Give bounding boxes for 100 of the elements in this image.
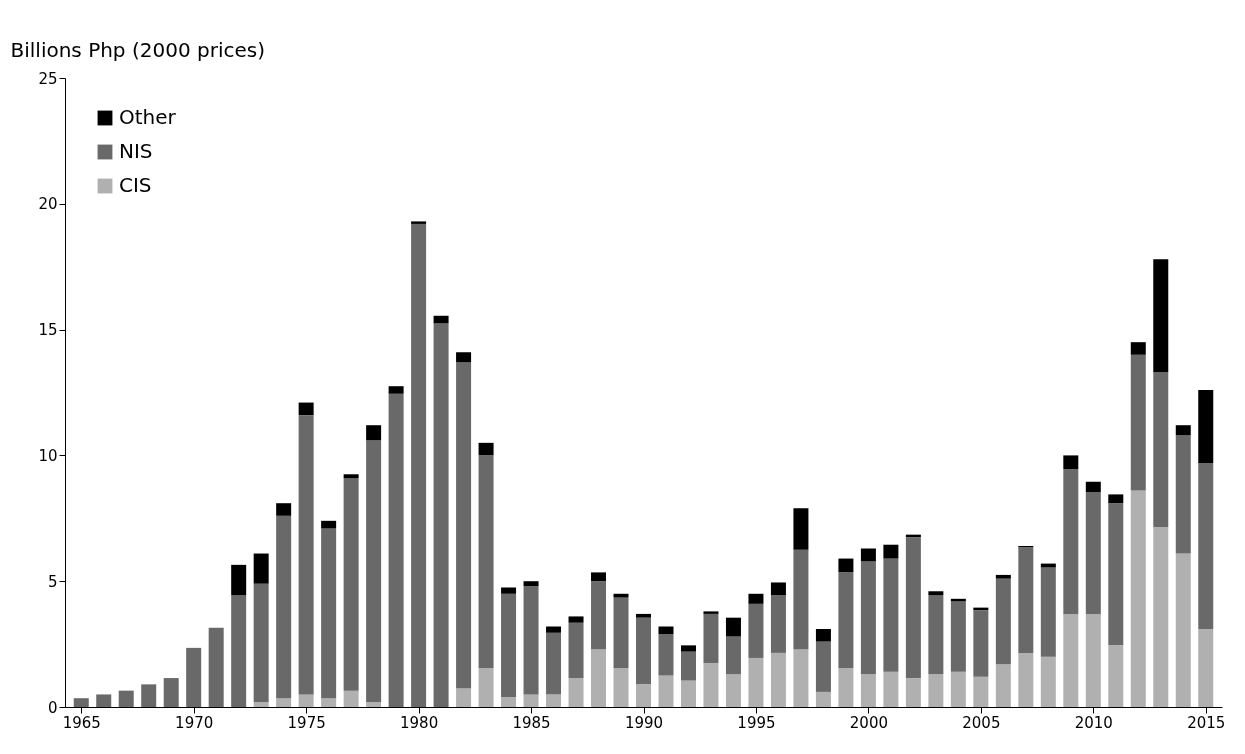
bar (1085, 481, 1101, 492)
bar (680, 645, 696, 652)
bar (636, 684, 651, 707)
bar (501, 593, 517, 697)
y-tick-label: 0 (47, 698, 58, 717)
bar (613, 593, 629, 598)
bar (1018, 547, 1034, 653)
bar (748, 593, 764, 604)
bar (1198, 462, 1214, 629)
bar (1130, 354, 1146, 491)
bar (1108, 503, 1124, 646)
bar (1198, 389, 1214, 463)
bar (658, 626, 674, 635)
bar (793, 649, 809, 707)
bar (815, 641, 831, 692)
bar (838, 572, 854, 668)
bar (591, 572, 607, 582)
bar (613, 597, 629, 668)
legend-label: CIS (119, 173, 152, 197)
bar (231, 564, 247, 596)
bar (1198, 629, 1214, 707)
bar (860, 548, 876, 562)
bar (1063, 613, 1079, 707)
bar (546, 694, 562, 707)
bar (568, 616, 584, 623)
bar (276, 503, 292, 516)
x-tick-label: 1995 (737, 713, 776, 732)
bar (366, 440, 382, 702)
bar (680, 651, 696, 681)
bar (613, 668, 629, 707)
bar (1130, 490, 1146, 707)
bar (411, 221, 427, 224)
bar (343, 478, 359, 691)
bar (478, 442, 494, 456)
bar (995, 574, 1011, 579)
x-tick-label: 2005 (962, 713, 1001, 732)
bar (636, 613, 651, 618)
bar (276, 515, 292, 699)
bar (253, 701, 269, 707)
bar (1040, 567, 1056, 657)
bar (321, 698, 337, 707)
bar (973, 610, 989, 677)
bar (703, 662, 719, 707)
bar (703, 613, 719, 663)
bar (456, 362, 472, 689)
bar (276, 698, 292, 707)
y-tick-label: 25 (38, 69, 58, 88)
bar (456, 352, 472, 363)
bar (636, 617, 651, 685)
x-tick-label: 1970 (175, 713, 214, 732)
bar (725, 674, 741, 707)
y-tick-label: 20 (38, 195, 58, 214)
bar (411, 223, 427, 707)
bar (591, 581, 607, 650)
bar (928, 595, 944, 675)
bar (883, 671, 899, 707)
bar (501, 587, 517, 594)
x-tick-label: 1985 (512, 713, 551, 732)
bar (186, 647, 202, 707)
bar (321, 528, 337, 699)
bar (1153, 372, 1169, 528)
bar (433, 315, 449, 324)
bar (366, 701, 382, 707)
bar (253, 583, 269, 702)
bar (838, 558, 854, 573)
bar (568, 622, 584, 679)
y-tick-label: 15 (38, 321, 58, 340)
bar (73, 698, 89, 707)
bar (231, 595, 247, 707)
bar (770, 595, 786, 653)
x-tick-label: 1965 (62, 713, 101, 732)
bar (950, 671, 966, 707)
bar (546, 626, 562, 633)
bar (838, 668, 854, 707)
bar (343, 690, 359, 707)
bar (703, 611, 719, 614)
y-axis-title: Billions Php (2000 prices) (10, 37, 265, 62)
bar (141, 684, 157, 707)
bar (456, 688, 472, 707)
bar (793, 549, 809, 650)
bar (1175, 553, 1191, 707)
bar (815, 691, 831, 707)
bar (1063, 455, 1079, 470)
bar (793, 508, 809, 550)
bar (815, 629, 831, 642)
bar (905, 678, 921, 707)
legend-label: NIS (119, 139, 153, 163)
x-tick-label: 1975 (287, 713, 326, 732)
bar (343, 474, 359, 479)
bar (478, 668, 494, 707)
bar (366, 425, 382, 441)
bar (1153, 527, 1169, 707)
bar (860, 674, 876, 707)
bar (770, 652, 786, 707)
bar (995, 664, 1011, 707)
bar (725, 617, 741, 637)
bar (770, 582, 786, 596)
bar (321, 520, 337, 529)
bar (1108, 494, 1124, 504)
bar (253, 553, 269, 584)
